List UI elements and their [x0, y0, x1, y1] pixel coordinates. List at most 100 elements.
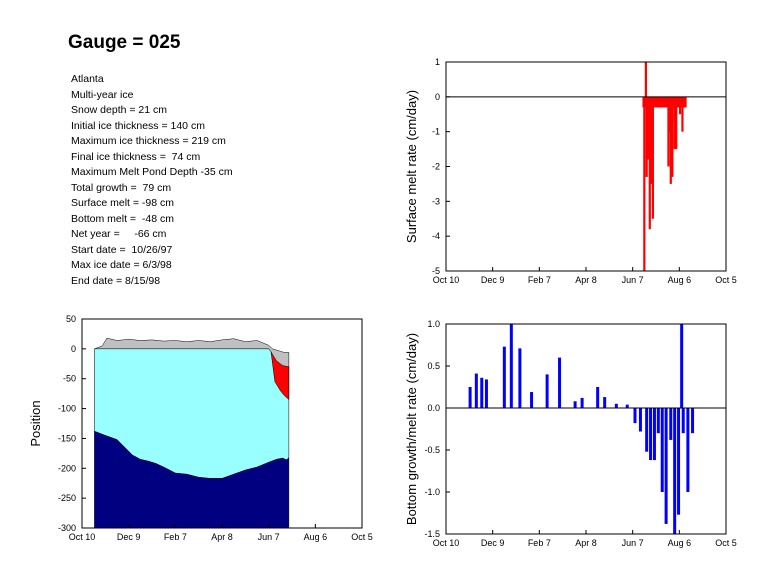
y-tick-label: -150 [58, 433, 76, 443]
x-tick-label: Jun 7 [622, 275, 644, 285]
info-line: Final ice thickness = 74 cm [71, 150, 201, 163]
y-tick-label: 0 [71, 344, 76, 354]
x-tick-label: Aug 6 [668, 538, 692, 548]
y-tick-label: -300 [58, 523, 76, 533]
bar [671, 96, 674, 177]
bar [502, 346, 506, 408]
bar [669, 96, 672, 184]
y-tick-label: 50 [66, 314, 76, 324]
bar [480, 377, 484, 408]
x-tick-label: Oct 5 [351, 532, 373, 542]
x-tick-label: Dec 9 [117, 532, 141, 542]
bar [680, 324, 684, 408]
info-line: Snow depth = 21 cm [71, 104, 168, 116]
y-axis-label: Position [28, 400, 43, 446]
y-tick-label: -250 [58, 493, 76, 503]
x-tick-label: Feb 7 [528, 538, 551, 548]
bar [625, 404, 629, 408]
bar [677, 408, 681, 515]
bar [580, 397, 584, 408]
x-tick-label: Jun 7 [258, 532, 280, 542]
bar [645, 408, 649, 452]
x-tick-label: Apr 8 [575, 538, 597, 548]
x-tick-label: Feb 7 [528, 275, 551, 285]
bar [650, 96, 653, 184]
bar [686, 408, 690, 492]
bar [684, 96, 687, 108]
info-line: End date = 8/15/98 [71, 274, 161, 287]
y-tick-label: -4 [432, 231, 440, 241]
y-tick-label: -3 [432, 196, 440, 206]
bar [675, 96, 678, 150]
x-tick-label: Oct 10 [433, 275, 460, 285]
info-panel: Atlanta Multi-year ice Snow depth = 21 cm I… [71, 72, 233, 289]
bar [649, 408, 653, 461]
y-tick-label: -50 [63, 374, 76, 384]
x-tick-label: Oct 10 [69, 532, 96, 542]
bar [681, 408, 685, 434]
x-tick-label: Jun 7 [622, 538, 644, 548]
y-tick-label: -100 [58, 404, 76, 414]
info-line: Max ice date = 6/3/98 [71, 259, 172, 271]
info-line: Maximum Melt Pond Depth -35 cm [71, 166, 233, 178]
bar [596, 387, 600, 408]
x-tick-label: Oct 10 [433, 538, 460, 548]
x-tick-label: Oct 5 [715, 275, 737, 285]
bar [664, 408, 668, 524]
x-tick-label: Aug 6 [304, 532, 328, 542]
bar [667, 96, 670, 167]
info-line: Multi-year ice [71, 88, 134, 101]
x-tick-label: Oct 5 [715, 538, 737, 548]
bottom-ice-area [94, 430, 290, 529]
bar [691, 408, 695, 434]
info-line: Atlanta [71, 73, 104, 85]
bar [648, 96, 651, 230]
x-tick-label: Dec 9 [481, 275, 505, 285]
bar [656, 408, 660, 434]
bar [681, 96, 684, 132]
bar [644, 96, 647, 108]
bar [558, 357, 562, 408]
surface_melt-frame [445, 61, 727, 272]
y-tick-label: -5 [432, 266, 440, 276]
bar [645, 96, 648, 177]
x-tick-label: Dec 9 [481, 538, 505, 548]
bar [673, 408, 677, 534]
info-line: Total growth = 79 cm [71, 181, 172, 194]
info-line: Start date = 10/26/97 [71, 243, 173, 256]
bar [643, 96, 646, 271]
bar [660, 408, 664, 492]
y-tick-label: -0.5 [424, 445, 440, 455]
bar [673, 96, 676, 150]
bar [573, 401, 577, 408]
x-tick-label: Feb 7 [164, 532, 187, 542]
y-tick-label: 0.5 [427, 361, 440, 371]
info-line: Bottom melt = -48 cm [71, 212, 174, 225]
bar [651, 96, 654, 219]
bar [669, 408, 673, 440]
y-tick-label: 0 [435, 92, 440, 102]
melt-pond-area [270, 351, 290, 401]
bar [509, 324, 513, 408]
bar [603, 397, 607, 408]
x-tick-label: Apr 8 [211, 532, 233, 542]
y-tick-label: -2 [432, 162, 440, 172]
bar [545, 374, 549, 408]
y-tick-label: -1 [432, 127, 440, 137]
y-axis-label: Bottom growth/melt rate (cm/day) [404, 333, 419, 525]
bar [474, 373, 478, 408]
x-tick-label: Apr 8 [575, 275, 597, 285]
page-title: Gauge = 025 [68, 32, 181, 53]
y-tick-label: -1.5 [424, 529, 440, 539]
bar [647, 96, 650, 160]
bar [614, 403, 618, 408]
info-line: Maximum ice thickness = 219 cm [71, 135, 226, 147]
bar [633, 408, 637, 424]
bar [484, 379, 488, 408]
x-tick-label: Aug 6 [668, 275, 692, 285]
y-tick-label: -200 [58, 463, 76, 473]
info-line: Surface melt = -98 cm [71, 197, 174, 209]
y-axis-label: Surface melt rate (cm/day) [404, 90, 419, 243]
bar [638, 408, 642, 432]
